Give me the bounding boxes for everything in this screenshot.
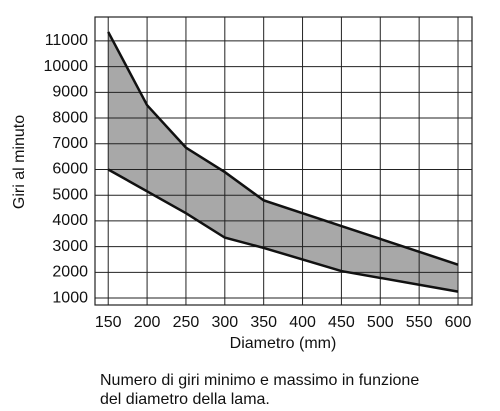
x-tick-label: 200: [134, 314, 161, 331]
y-tick-label: 5000: [52, 186, 88, 203]
x-tick-label: 300: [211, 314, 238, 331]
y-tick-label: 2000: [52, 264, 88, 281]
plot-frame: [94, 16, 473, 306]
caption-line: del diametro della lama.: [100, 391, 270, 408]
line: [107, 168, 459, 293]
x-tick-label: 550: [406, 314, 433, 331]
y-tick-label: 7000: [52, 135, 88, 152]
x-axis-label: Diametro (mm): [230, 335, 337, 352]
y-tick-label: 6000: [52, 161, 88, 178]
x-tick-label: 450: [328, 314, 355, 331]
x-tick-label: 250: [173, 314, 200, 331]
x-tick-label: 350: [250, 314, 277, 331]
y-axis-label: Giri al minuto: [11, 115, 28, 209]
x-tick-label: 500: [367, 314, 394, 331]
caption-line: Numero di giri minimo e massimo in funzi…: [100, 372, 419, 389]
band-area: [108, 31, 459, 292]
y-tick-label: 8000: [52, 109, 88, 126]
line: [107, 31, 459, 266]
x-tick-label: 400: [289, 314, 316, 331]
y-tick-label: 10000: [44, 58, 89, 75]
y-tick-label: 9000: [52, 84, 88, 101]
y-tick-label: 4000: [52, 212, 88, 229]
y-tick-label: 11000: [45, 32, 88, 49]
y-tick-label: 3000: [52, 238, 88, 255]
x-tick-label: 150: [95, 314, 122, 331]
x-tick-label: 600: [445, 314, 472, 331]
y-tick-label: 1000: [52, 289, 88, 306]
